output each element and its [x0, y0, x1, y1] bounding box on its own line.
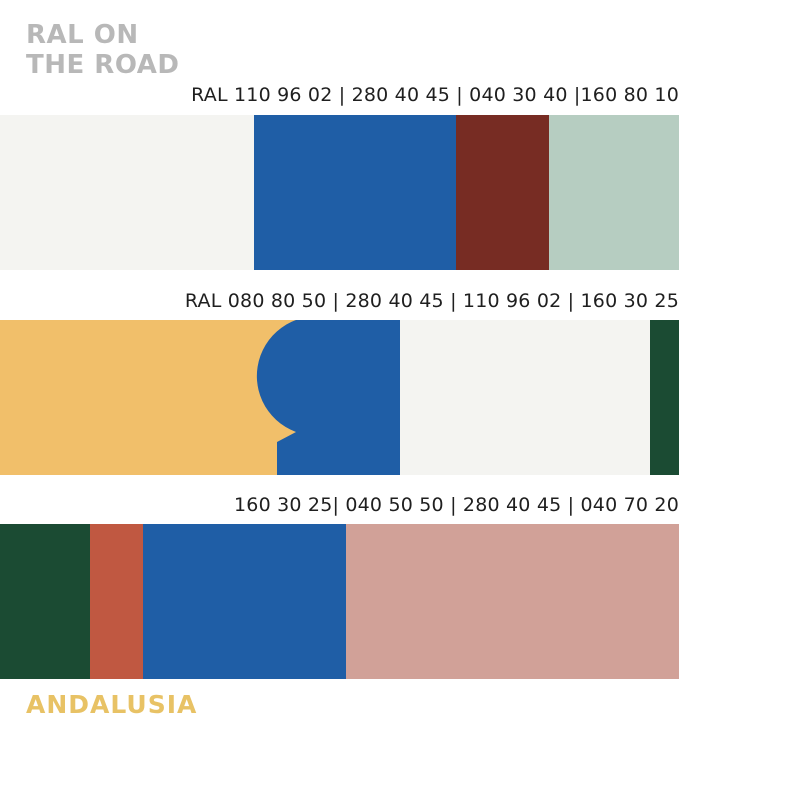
title-line-2: THE ROAD — [26, 50, 180, 80]
color-strip-2 — [0, 320, 679, 475]
swatch-280-40-45 — [143, 524, 346, 679]
strip-2-graphic — [0, 320, 679, 475]
color-codes-row-3: 160 30 25| 040 50 50 | 280 40 45 | 040 7… — [234, 494, 679, 516]
swatch-040-70-20 — [346, 524, 679, 679]
region-label: ANDALUSIA — [26, 690, 198, 719]
swatch-040-30-40 — [456, 115, 549, 270]
swatch-110-96-02 — [400, 320, 650, 475]
swatch-160-80-10 — [549, 115, 679, 270]
color-strip-1 — [0, 115, 679, 270]
title-line-1: RAL ON — [26, 20, 139, 50]
swatch-160-30-25 — [650, 320, 679, 475]
swatch-040-50-50 — [90, 524, 143, 679]
swatch-280-40-45 — [256, 320, 400, 475]
color-strip-3 — [0, 524, 679, 679]
swatch-110-96-02 — [0, 115, 254, 270]
swatch-160-30-25 — [0, 524, 90, 679]
swatch-280-40-45 — [254, 115, 456, 270]
color-codes-row-2: RAL 080 80 50 | 280 40 45 | 110 96 02 | … — [184, 290, 679, 312]
color-codes-row-1: RAL 110 96 02 | 280 40 45 | 040 30 40 |1… — [191, 84, 679, 106]
page-title: RAL ON THE ROAD — [26, 20, 179, 80]
